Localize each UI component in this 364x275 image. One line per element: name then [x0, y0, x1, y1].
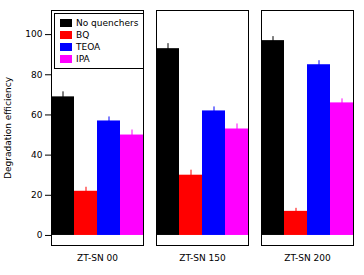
- html-text:IPA: IPA: [76, 54, 90, 64]
- svg-text:20: 20: [31, 190, 43, 200]
- svg-text:ZT-SN 00: ZT-SN 00: [77, 253, 118, 263]
- svg-text:ZT-SN 150: ZT-SN 150: [179, 253, 226, 263]
- html-text:BQ: BQ: [76, 30, 90, 40]
- svg-text:80: 80: [31, 70, 43, 80]
- svg-text:Degradation efficiency: Degradation efficiency: [3, 76, 13, 179]
- svg-text:60: 60: [31, 110, 43, 120]
- svg-text:40: 40: [31, 150, 43, 160]
- html-text:TEOA: TEOA: [76, 42, 101, 52]
- html-text:No quenchers: No quenchers: [76, 18, 139, 28]
- svg-text:ZT-SN 200: ZT-SN 200: [284, 253, 331, 263]
- svg-text:0: 0: [37, 230, 43, 240]
- svg-text:100: 100: [25, 29, 42, 39]
